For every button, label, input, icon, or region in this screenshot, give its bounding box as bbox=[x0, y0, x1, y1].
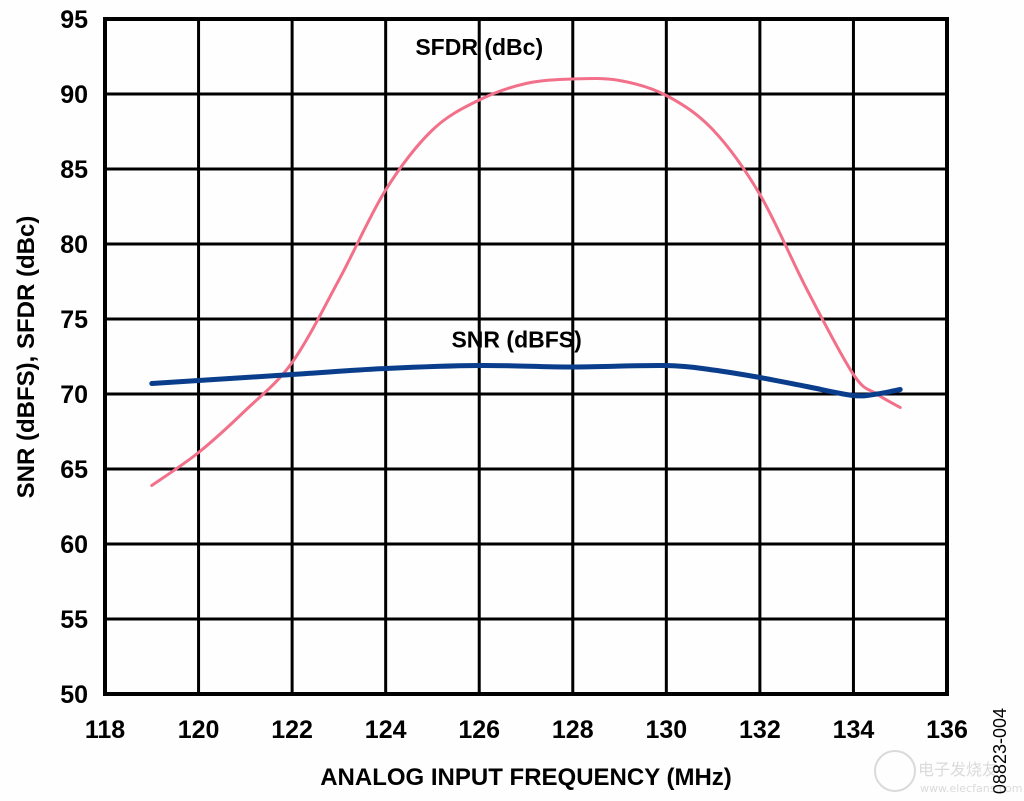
tick-labels: 118 120 122 124 126 128 130 132 134 136 50 55 60 65 70… bbox=[60, 6, 968, 744]
plot-frame bbox=[103, 17, 949, 696]
grid bbox=[103, 17, 949, 696]
figure-code: 08823-004 bbox=[990, 708, 1010, 794]
x-axis-label: ANALOG INPUT FREQUENCY (MHz) bbox=[320, 764, 732, 791]
series-label-snr: SNR (dBFS) bbox=[451, 327, 581, 353]
series-lines: SFDR (dBc) SNR (dBFS) bbox=[149, 34, 903, 487]
x-tick-label: 120 bbox=[178, 716, 220, 744]
x-tick-label: 124 bbox=[365, 716, 407, 744]
y-tick-label: 95 bbox=[60, 6, 88, 34]
y-tick-label: 80 bbox=[60, 231, 88, 259]
x-tick-label: 136 bbox=[926, 716, 968, 744]
x-tick-label: 134 bbox=[833, 716, 875, 744]
svg-text:www.elecfans.com: www.elecfans.com bbox=[920, 782, 1022, 795]
series-line-snr bbox=[149, 362, 903, 399]
y-tick-label: 85 bbox=[60, 156, 88, 184]
svg-text:电子发烧友: 电子发烧友 bbox=[918, 760, 998, 779]
y-tick-label: 50 bbox=[60, 681, 88, 709]
x-tick-label: 128 bbox=[552, 716, 594, 744]
y-tick-label: 65 bbox=[60, 456, 88, 484]
x-tick-label: 122 bbox=[271, 716, 313, 744]
watermark-logo: 电子发烧友 www.elecfans.com bbox=[874, 750, 1022, 795]
x-tick-label: 130 bbox=[645, 716, 687, 744]
y-tick-label: 70 bbox=[60, 381, 88, 409]
y-tick-label: 75 bbox=[60, 306, 88, 334]
y-tick-label: 55 bbox=[60, 606, 88, 634]
series-label-sfdr: SFDR (dBc) bbox=[415, 34, 543, 60]
y-tick-label: 90 bbox=[60, 81, 88, 109]
x-tick-label: 126 bbox=[458, 716, 500, 744]
y-tick-label: 60 bbox=[60, 531, 88, 559]
series-line-sfdr bbox=[150, 77, 902, 487]
y-axis-label: SNR (dBFS), SFDR (dBc) bbox=[13, 216, 40, 499]
x-tick-label: 118 bbox=[85, 716, 125, 744]
x-tick-label: 132 bbox=[739, 716, 781, 744]
